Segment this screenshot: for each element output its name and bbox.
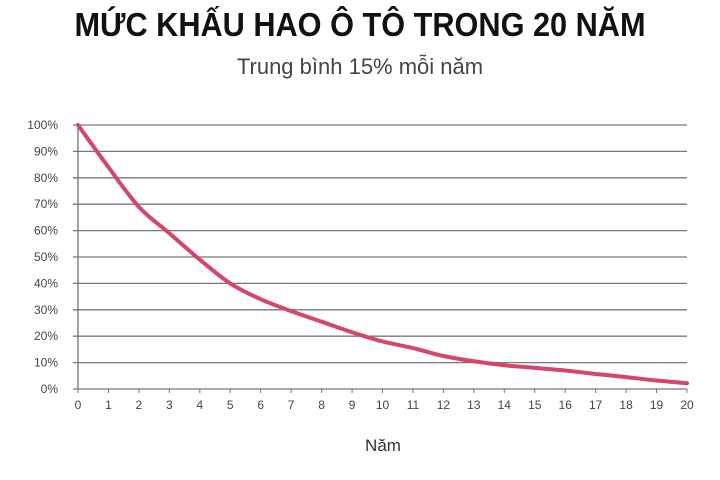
x-tick-label: 13 — [467, 398, 481, 412]
x-tick-label: 15 — [528, 398, 542, 412]
y-tick-label: 30% — [34, 303, 58, 317]
y-tick-label: 100% — [27, 118, 58, 132]
x-tick-label: 1 — [105, 398, 112, 412]
x-tick-label: 14 — [498, 398, 512, 412]
x-tick-label: 5 — [227, 398, 234, 412]
y-tick-label: 10% — [34, 356, 58, 370]
x-tick-label: 2 — [136, 398, 143, 412]
y-tick-label: 60% — [34, 224, 58, 238]
x-tick-label: 17 — [589, 398, 603, 412]
x-tick-label: 19 — [650, 398, 664, 412]
y-tick-label: 40% — [34, 276, 58, 290]
x-axis-label: Năm — [365, 436, 401, 455]
y-tick-label: 0% — [41, 382, 59, 396]
y-tick-label: 80% — [34, 171, 58, 185]
y-tick-label: 90% — [34, 144, 58, 158]
x-tick-label: 8 — [318, 398, 325, 412]
x-tick-label: 10 — [376, 398, 390, 412]
x-tick-label: 12 — [437, 398, 451, 412]
x-tick-label: 9 — [349, 398, 356, 412]
x-tick-label: 4 — [196, 398, 203, 412]
chart-subtitle: Trung bình 15% mỗi năm — [236, 54, 484, 79]
x-tick-label: 7 — [288, 398, 295, 412]
x-tick-label: 0 — [75, 398, 82, 412]
x-tick-label: 11 — [407, 398, 420, 412]
y-tick-label: 70% — [34, 197, 58, 211]
x-tick-label: 3 — [166, 398, 173, 412]
depreciation-line — [76, 123, 689, 386]
x-tick-label: 18 — [619, 398, 633, 412]
x-tick-label: 20 — [680, 398, 694, 412]
y-tick-label: 20% — [34, 329, 58, 343]
x-tick-label: 6 — [257, 398, 264, 412]
x-tick-label: 16 — [559, 398, 573, 412]
chart-title: MỨC KHẤU HAO Ô TÔ TRONG 20 NĂM — [74, 6, 646, 43]
y-tick-label: 50% — [34, 250, 58, 264]
